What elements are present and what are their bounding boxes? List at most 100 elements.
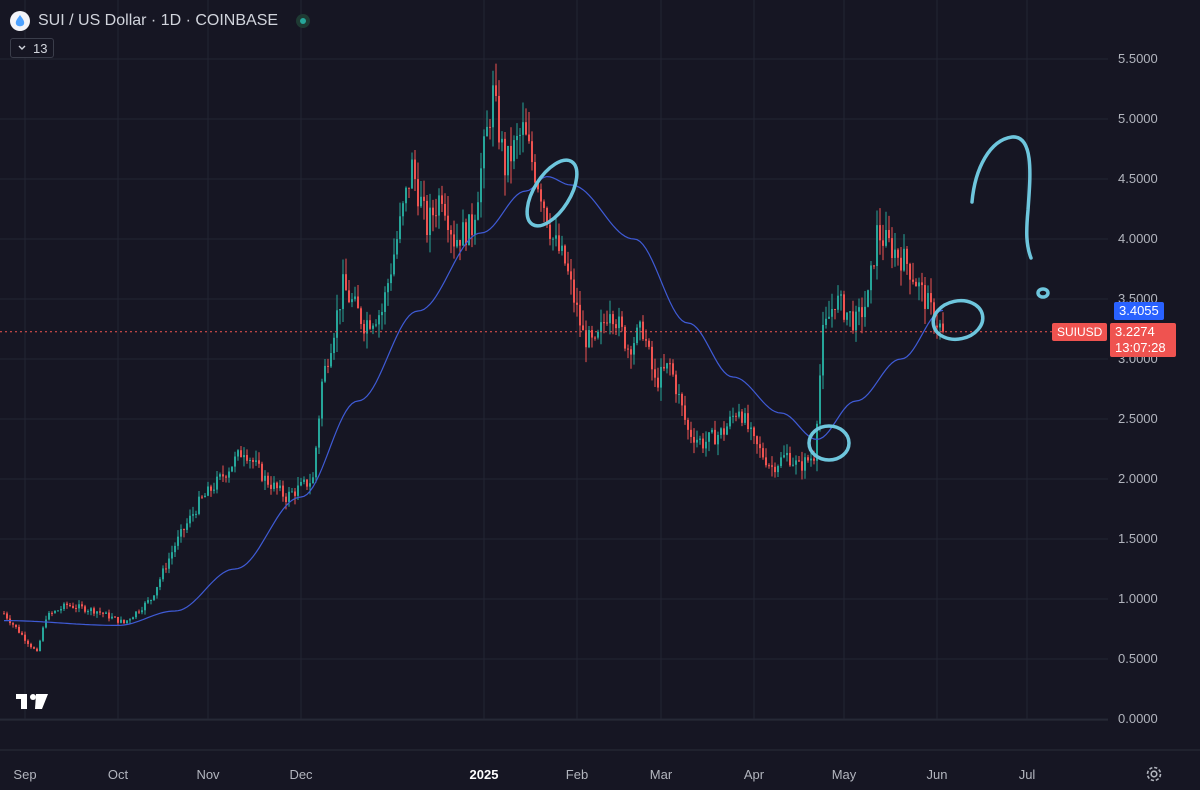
tradingview-logo-icon — [16, 694, 48, 709]
candle-body — [279, 485, 281, 489]
candle-body — [135, 611, 137, 618]
candle-body — [681, 393, 683, 406]
candle-body — [444, 203, 446, 216]
candle-body — [471, 214, 473, 236]
candle-body — [669, 363, 671, 365]
candle-body — [618, 316, 620, 329]
candle-body — [117, 617, 119, 623]
candle-body — [276, 482, 278, 489]
candle-body — [630, 349, 632, 355]
candle-body — [126, 620, 128, 624]
x-tick-label: Jul — [1019, 767, 1036, 782]
candle-body — [6, 613, 8, 619]
candle-body — [354, 296, 356, 300]
candle-body — [45, 619, 47, 628]
candle-body — [207, 486, 209, 496]
candle-body — [786, 452, 788, 456]
last-price-tag: 3.2274 — [1110, 323, 1176, 341]
time-axis[interactable]: AugSepOctNovDec2025FebMarAprMayJunJul — [0, 767, 1035, 782]
candle-body — [753, 427, 755, 437]
candle-body — [297, 485, 299, 496]
candle-body — [942, 323, 944, 332]
candle-body — [216, 476, 218, 490]
candle-body — [336, 310, 338, 338]
candle-body — [288, 491, 290, 503]
candle-body — [285, 496, 287, 503]
x-tick-label: 2025 — [470, 767, 499, 782]
candle-body — [645, 339, 647, 341]
candle-body — [666, 363, 668, 369]
candle-body — [672, 363, 674, 375]
candle-body — [18, 626, 20, 633]
candle-body — [120, 619, 122, 623]
chevron-collapse-icon[interactable] — [17, 43, 27, 53]
candle-body — [768, 465, 770, 467]
candle-body — [855, 311, 857, 331]
candle-body — [477, 202, 479, 220]
candle-body — [165, 568, 167, 570]
candle-body — [48, 612, 50, 620]
candle-body — [519, 134, 521, 136]
candle-body — [723, 428, 725, 435]
candle-body — [375, 324, 377, 326]
candle-body — [330, 353, 332, 367]
candle-body — [639, 321, 641, 328]
candle-body — [114, 616, 116, 618]
candle-body — [171, 552, 173, 559]
candle-body — [789, 452, 791, 466]
candle-body — [822, 324, 824, 376]
candle-body — [930, 293, 932, 303]
candle-body — [66, 603, 68, 606]
candle-body — [333, 337, 335, 354]
candle-body — [342, 274, 344, 310]
candle-body — [540, 189, 542, 202]
annotation-question-mark — [970, 135, 1033, 260]
candle-body — [309, 483, 311, 487]
candle-body — [513, 140, 515, 162]
candle-body — [21, 632, 23, 635]
candle-body — [816, 423, 818, 461]
candle-body — [321, 381, 323, 419]
candle-body — [474, 219, 476, 236]
candle-body — [531, 141, 533, 163]
candle-body — [720, 428, 722, 435]
candle-body — [840, 294, 842, 296]
candle-body — [765, 457, 767, 466]
candle-body — [453, 234, 455, 247]
symbol-header[interactable]: SUI / US Dollar · 1D · COINBASE — [10, 8, 311, 34]
indicator-legend[interactable]: 13 — [10, 38, 55, 58]
candle-body — [456, 239, 458, 247]
candle-body — [777, 466, 779, 473]
candle-body — [819, 375, 821, 424]
candle-body — [762, 448, 764, 458]
candle-body — [42, 627, 44, 641]
candle-body — [261, 463, 263, 481]
candle-body — [504, 138, 506, 176]
candle-body — [366, 320, 368, 334]
candle-body — [102, 612, 104, 614]
candle-body — [57, 610, 59, 612]
candle-body — [168, 558, 170, 569]
ma-value-text: 3.4055 — [1119, 303, 1159, 318]
candle-body — [576, 302, 578, 305]
candle-body — [891, 238, 893, 258]
candle-body — [372, 325, 374, 329]
candle-body — [834, 308, 836, 310]
candle-body — [684, 405, 686, 420]
candle-body — [273, 482, 275, 489]
candle-body — [255, 460, 257, 462]
candle-body — [468, 214, 470, 246]
candle-body — [405, 187, 407, 204]
candle-body — [642, 321, 644, 340]
candle-body — [231, 466, 233, 472]
candle-body — [465, 222, 467, 246]
candle-body — [459, 239, 461, 246]
candle-body — [651, 346, 653, 370]
settings-gear-icon[interactable] — [1144, 764, 1164, 784]
y-tick-label: 4.0000 — [1118, 231, 1158, 246]
candle-body — [873, 265, 875, 267]
candle-body — [747, 413, 749, 430]
candle-body — [93, 608, 95, 614]
candle-body — [300, 481, 302, 486]
